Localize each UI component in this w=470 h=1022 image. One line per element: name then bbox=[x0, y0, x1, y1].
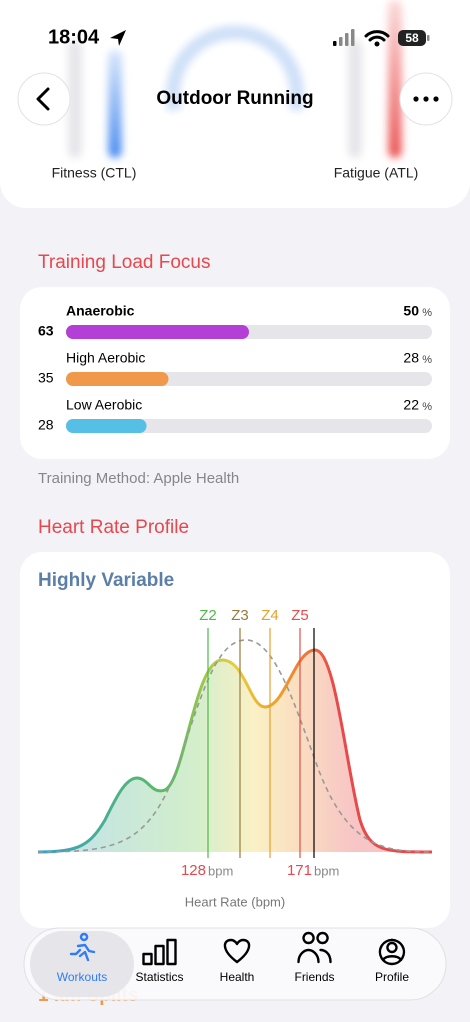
bar bbox=[66, 419, 147, 433]
marker-unit: bpm bbox=[208, 863, 233, 878]
wifi-dot bbox=[374, 41, 380, 47]
tab-icon bbox=[69, 932, 96, 962]
tab[interactable]: Health bbox=[220, 938, 255, 984]
row-label: High Aerobic bbox=[66, 350, 145, 366]
tab[interactable]: Friends bbox=[294, 931, 335, 984]
tabs: Workouts Statistics Health Friends Profile bbox=[30, 931, 409, 997]
zone-label: Z2 bbox=[199, 607, 217, 624]
bar-track bbox=[66, 419, 432, 433]
training-note: Training Method: Apple Health bbox=[38, 470, 239, 487]
tab[interactable]: Workouts bbox=[30, 931, 134, 997]
battery bbox=[398, 30, 426, 46]
marker-value: 171 bbox=[287, 862, 312, 879]
marker-value: 128 bbox=[181, 862, 206, 879]
fatigue-label: Fatigue (ATL) bbox=[334, 165, 419, 181]
battery-cap bbox=[427, 35, 430, 41]
zone-label: Z3 bbox=[231, 607, 249, 624]
row-unit: % bbox=[422, 401, 432, 413]
zones: Z2 Z3 Z4 Z5 bbox=[199, 607, 309, 858]
tab-bar bbox=[23, 927, 447, 1001]
hr-area bbox=[38, 650, 432, 852]
tab-label: Profile bbox=[375, 970, 409, 984]
card-title: Highly Variable bbox=[38, 570, 174, 591]
section-title: Training Load Focus bbox=[38, 252, 211, 273]
section-title: Heart Rate Profile bbox=[38, 517, 189, 538]
row-label: Anaerobic bbox=[66, 303, 135, 319]
row-value: 35 bbox=[38, 370, 54, 386]
nav-title: Outdoor Running bbox=[156, 88, 313, 109]
hr-curve bbox=[37, 648, 433, 854]
tab-active-bg bbox=[30, 931, 134, 997]
tab-icon bbox=[223, 938, 251, 964]
tab[interactable]: Profile bbox=[375, 938, 409, 984]
row-value: 28 bbox=[38, 417, 54, 433]
axis-label: Heart Rate (bpm) bbox=[185, 894, 285, 909]
location-icon bbox=[110, 30, 126, 46]
row-percent: 22 bbox=[403, 397, 419, 413]
tab-icon bbox=[378, 938, 406, 966]
row-percent: 50 bbox=[403, 303, 419, 319]
row-percent: 28 bbox=[403, 350, 419, 366]
zone-label: Z4 bbox=[261, 607, 279, 624]
row-unit: % bbox=[422, 307, 432, 319]
marker-unit: bpm bbox=[314, 863, 339, 878]
row-unit: % bbox=[422, 354, 432, 366]
more-button[interactable] bbox=[399, 72, 453, 126]
bar bbox=[66, 372, 169, 386]
battery-level: 58 bbox=[405, 31, 419, 45]
markers: 128 bpm 171 bpm bbox=[181, 862, 339, 879]
row-value: 63 bbox=[38, 323, 54, 339]
tab-icon bbox=[297, 931, 332, 964]
wifi-icon bbox=[364, 30, 390, 42]
row-label: Low Aerobic bbox=[66, 397, 142, 413]
tab-label: Workouts bbox=[57, 970, 107, 984]
tab-label: Friends bbox=[294, 970, 334, 984]
tab-label: Statistics bbox=[135, 970, 183, 984]
zone-label: Z5 bbox=[291, 607, 309, 624]
back-button[interactable] bbox=[17, 72, 71, 126]
status-time: 18:04 bbox=[48, 26, 100, 48]
tab-label: Health bbox=[220, 970, 255, 984]
tab[interactable]: Statistics bbox=[135, 938, 184, 984]
tab-icon bbox=[142, 938, 177, 966]
bar bbox=[66, 325, 249, 339]
signal-icon bbox=[333, 29, 355, 46]
fitness-label: Fitness (CTL) bbox=[52, 165, 137, 181]
normal-curve bbox=[37, 639, 433, 853]
